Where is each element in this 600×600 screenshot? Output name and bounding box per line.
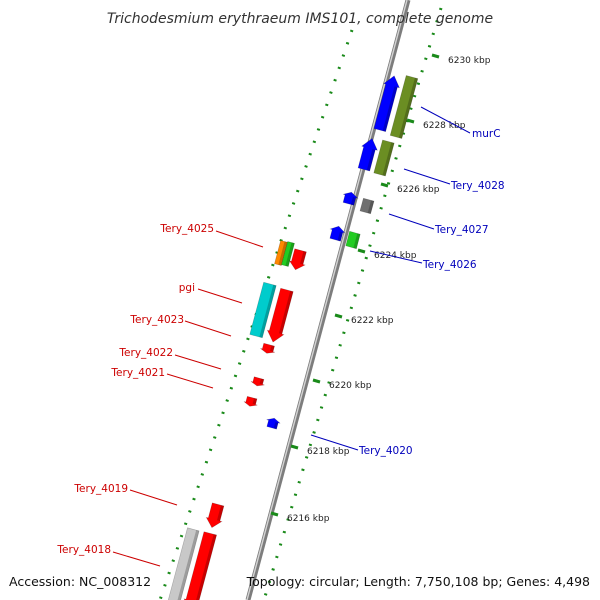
leader-line-tery-4028 — [403, 168, 451, 185]
gene-feature-tery4028 — [357, 138, 378, 172]
gene-feature-tery4028-shade — [366, 149, 376, 171]
scale-tick — [270, 511, 279, 517]
gene-feature-green-shade — [353, 233, 361, 249]
leader-line-tery-4022 — [174, 354, 222, 370]
leader-line-tery-4020 — [310, 434, 359, 451]
gene-label-tery-4020[interactable]: Tery_4020 — [358, 445, 413, 457]
gene-feature-pgi — [249, 281, 277, 339]
gene-feature-tery4027-shade — [350, 196, 356, 206]
gene-feature-tery4018 — [183, 531, 217, 600]
scale-tick — [357, 248, 366, 254]
gene-feature-tery4027 — [342, 191, 359, 206]
gene-label-tery-4027[interactable]: Tery_4027 — [434, 224, 489, 236]
gene-label-tery-4021[interactable]: Tery_4021 — [110, 367, 165, 379]
gene-feature-tery4020 — [266, 417, 281, 430]
gene-feature-gray-shade — [367, 200, 374, 214]
gene-feature-tery4026 — [329, 225, 346, 242]
leader-line-tery-4027 — [388, 213, 435, 230]
scale-tick — [312, 378, 321, 384]
scale-tick-label: 6220 kbp — [329, 381, 372, 391]
accession-label: Accession: NC_008312 — [9, 574, 151, 589]
gene-features — [167, 75, 419, 600]
gene-label-tery-4023[interactable]: Tery_4023 — [129, 314, 184, 326]
leader-line-tery-4026 — [369, 250, 423, 264]
leader-line-murc — [420, 106, 471, 134]
scale-tick — [380, 182, 389, 188]
forward-tick-track — [262, 7, 443, 600]
gene-feature-silver — [167, 527, 200, 600]
scale-tick-label: 6230 kbp — [448, 56, 491, 66]
gene-feature-murC — [373, 75, 400, 132]
gene-feature-pgi-shade — [259, 284, 277, 338]
scale-tick-label: 6228 kbp — [423, 121, 466, 131]
gene-label-tery-4026[interactable]: Tery_4026 — [422, 259, 477, 271]
gene-feature-tery4025-shade — [300, 251, 307, 265]
genome-backbone — [245, 0, 411, 600]
map-title: Trichodesmium erythraeum IMS101, complet… — [107, 11, 493, 27]
gene-feature-orange — [274, 240, 288, 266]
gene-feature-olive-1-shade — [398, 77, 418, 139]
gene-feature-tery4022-shade — [270, 345, 275, 352]
scale-tick-label: 6222 kbp — [351, 316, 394, 326]
scale-tick-label: 6224 kbp — [374, 251, 417, 261]
gene-label-tery-4022[interactable]: Tery_4022 — [118, 347, 173, 359]
gene-labels: murC Tery_4028 Tery_4027 Tery_4026 Tery_4025… — [56, 106, 505, 567]
genome-backbone-highlight — [246, 0, 408, 600]
gene-feature-silver-shade — [177, 530, 200, 600]
tick-marks: 6230 kbp 6228 kbp 6226 kbp 6224 kbp 6222 kbp… — [270, 53, 491, 524]
scale-tick — [406, 118, 415, 124]
leader-line-tery-4019 — [129, 489, 178, 506]
gene-feature-tery4021-shade — [259, 378, 264, 385]
leader-line-tery-4018 — [112, 551, 161, 567]
leader-line-tery-4025 — [215, 230, 264, 248]
gene-label-tery-4019[interactable]: Tery_4019 — [73, 483, 128, 495]
gene-feature-tery4023-shade — [279, 290, 294, 335]
gene-feature-olive-1 — [389, 75, 419, 139]
scale-tick-label: 6226 kbp — [397, 185, 440, 195]
leader-line-tery-4021 — [166, 373, 214, 389]
genome-summary: Topology: circular; Length: 7,750,108 bp… — [246, 574, 590, 589]
gene-feature-gray — [359, 197, 375, 215]
gene-label-pgi[interactable]: pgi — [179, 282, 195, 294]
leader-line-pgi — [197, 288, 243, 304]
gene-feature-tery4020-shade — [273, 422, 279, 430]
scale-tick-label: 6218 kbp — [307, 447, 350, 457]
gene-feature-green — [345, 230, 361, 250]
gene-feature-red-small-shade — [252, 398, 257, 405]
leader-line-tery-4023 — [184, 320, 232, 337]
gene-feature-tery4019-shade — [217, 505, 224, 521]
gene-label-tery-4018[interactable]: Tery_4018 — [56, 544, 111, 556]
gene-feature-tery4023 — [266, 287, 294, 343]
gene-feature-tery4025 — [288, 248, 307, 271]
gene-feature-olive-2 — [373, 139, 395, 177]
gene-label-tery-4028[interactable]: Tery_4028 — [450, 180, 505, 192]
scale-tick — [334, 313, 343, 319]
gene-label-murc[interactable]: murC — [472, 128, 501, 140]
scale-tick — [290, 444, 299, 450]
gene-feature-tery4018-shade — [196, 534, 217, 600]
gene-feature-red-small — [243, 396, 258, 407]
gene-label-tery-4025[interactable]: Tery_4025 — [159, 223, 214, 235]
gene-feature-tery4022 — [260, 342, 275, 354]
gene-feature-orange-shade — [278, 241, 288, 266]
gene-feature-tery4021 — [250, 376, 265, 387]
scale-tick-label: 6216 kbp — [287, 514, 330, 524]
gene-feature-green-2-shade — [285, 242, 295, 267]
scale-tick — [431, 53, 440, 59]
gene-feature-olive-2-shade — [382, 142, 395, 176]
gene-feature-tery4019 — [205, 502, 225, 529]
gene-feature-tery4026-shade — [337, 231, 343, 242]
gene-feature-murC-shade — [382, 86, 398, 132]
gene-feature-green-2 — [281, 241, 295, 267]
